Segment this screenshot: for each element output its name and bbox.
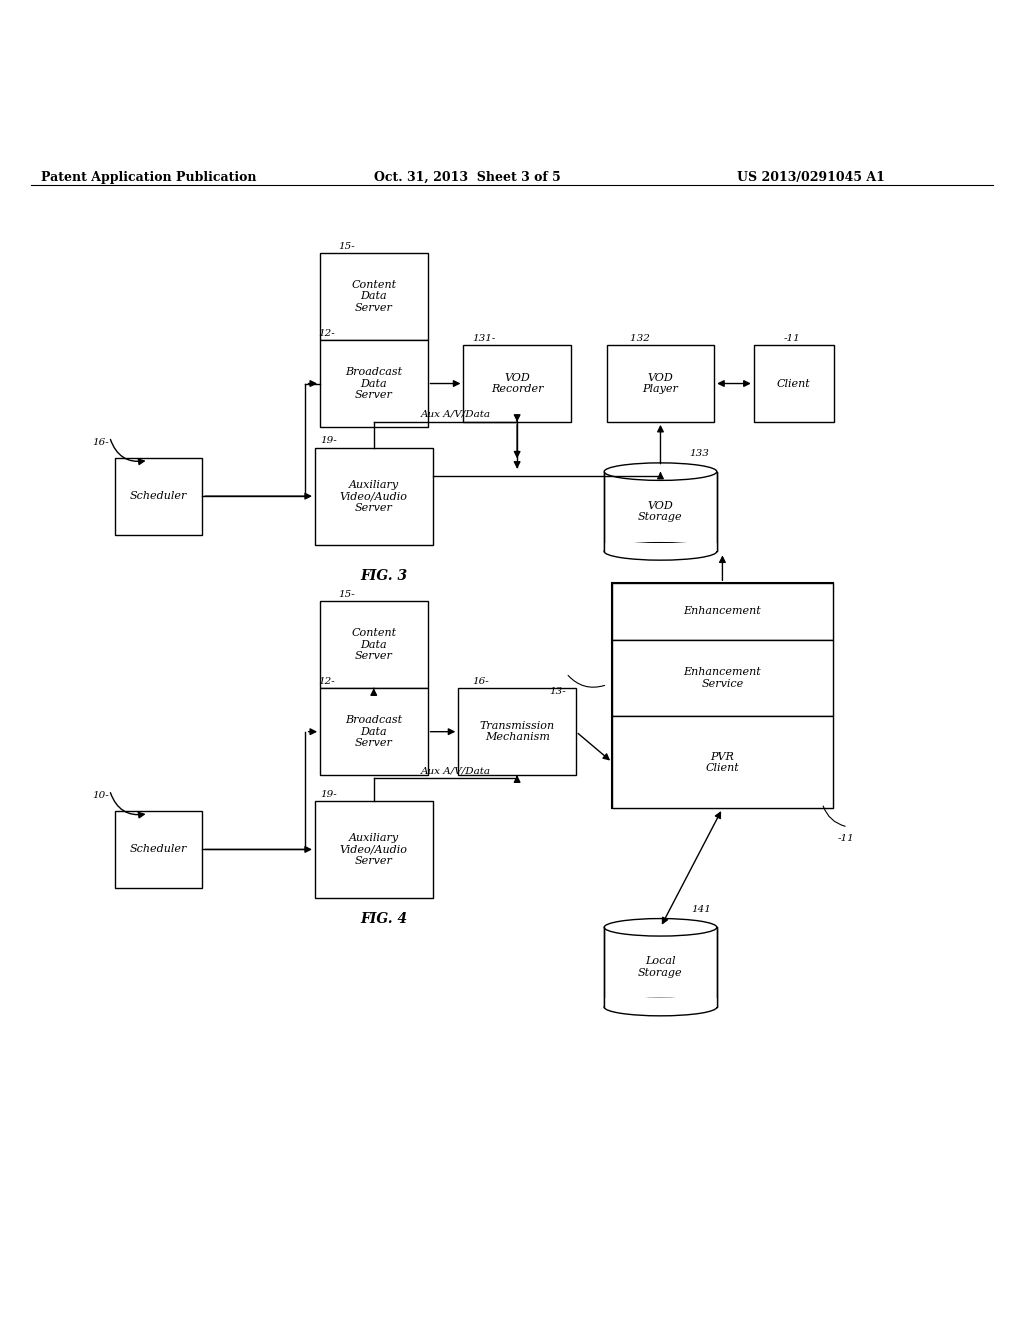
Bar [754, 345, 834, 422]
Bar [319, 341, 428, 428]
Text: VOD
Storage: VOD Storage [638, 500, 683, 523]
Text: Oct. 31, 2013  Sheet 3 of 5: Oct. 31, 2013 Sheet 3 of 5 [374, 170, 560, 183]
Text: 19-: 19- [321, 437, 337, 445]
Text: 10-: 10- [92, 791, 109, 800]
Text: PVR
Client: PVR Client [706, 751, 739, 774]
Text: 13-: 13- [549, 686, 565, 696]
Text: 16-: 16- [472, 677, 488, 686]
Text: 16-: 16- [92, 438, 109, 447]
Text: Auxiliary
Video/Audio
Server: Auxiliary Video/Audio Server [340, 479, 408, 512]
Ellipse shape [604, 998, 717, 1016]
Bar [319, 601, 428, 688]
Ellipse shape [604, 463, 717, 480]
Text: Scheduler: Scheduler [130, 491, 187, 502]
Text: 141: 141 [691, 906, 711, 913]
Bar [319, 688, 428, 775]
Bar [606, 345, 715, 422]
Bar [612, 583, 833, 808]
Text: -11: -11 [783, 334, 800, 343]
Text: Content
Data
Server: Content Data Server [351, 280, 396, 313]
Bar [604, 471, 717, 552]
Bar [612, 639, 833, 717]
Bar [115, 458, 203, 535]
Text: Enhancement: Enhancement [684, 606, 761, 616]
Bar [604, 998, 717, 1007]
Text: Client: Client [777, 379, 810, 388]
Ellipse shape [604, 919, 717, 936]
Text: Broadcast
Data
Server: Broadcast Data Server [345, 367, 402, 400]
Text: 132: 132 [630, 334, 653, 343]
Text: Aux A/V/Data: Aux A/V/Data [421, 409, 490, 418]
Text: 133: 133 [689, 449, 709, 458]
Bar [612, 583, 833, 639]
Text: Local
Storage: Local Storage [638, 957, 683, 978]
Text: VOD
Player: VOD Player [642, 372, 679, 395]
Text: Content
Data
Server: Content Data Server [351, 628, 396, 661]
Text: FIG. 3: FIG. 3 [360, 569, 408, 583]
Text: 12-: 12- [318, 677, 335, 686]
Text: Patent Application Publication: Patent Application Publication [41, 170, 256, 183]
Text: 12-: 12- [318, 329, 335, 338]
Bar [319, 253, 428, 341]
Bar [115, 810, 203, 888]
Text: Enhancement
Service: Enhancement Service [684, 667, 761, 689]
Bar [612, 717, 833, 808]
Bar [604, 543, 717, 552]
Text: Scheduler: Scheduler [130, 845, 187, 854]
Bar [315, 801, 432, 898]
Bar [459, 688, 575, 775]
Bar [604, 928, 717, 1007]
Text: 15-: 15- [338, 590, 354, 599]
Text: 131-: 131- [472, 334, 496, 343]
Bar [315, 447, 432, 545]
Bar [463, 345, 571, 422]
Text: -11: -11 [838, 834, 854, 843]
Text: Transmission
Mechanism: Transmission Mechanism [479, 721, 555, 742]
Text: US 2013/0291045 A1: US 2013/0291045 A1 [737, 170, 885, 183]
Text: Auxiliary
Video/Audio
Server: Auxiliary Video/Audio Server [340, 833, 408, 866]
Text: FIG. 4: FIG. 4 [360, 912, 408, 927]
Text: Aux A/V/Data: Aux A/V/Data [421, 766, 490, 775]
Text: 19-: 19- [321, 789, 337, 799]
Text: 15-: 15- [338, 242, 354, 251]
Ellipse shape [604, 543, 717, 560]
Text: Broadcast
Data
Server: Broadcast Data Server [345, 715, 402, 748]
Text: VOD
Recorder: VOD Recorder [490, 372, 544, 395]
